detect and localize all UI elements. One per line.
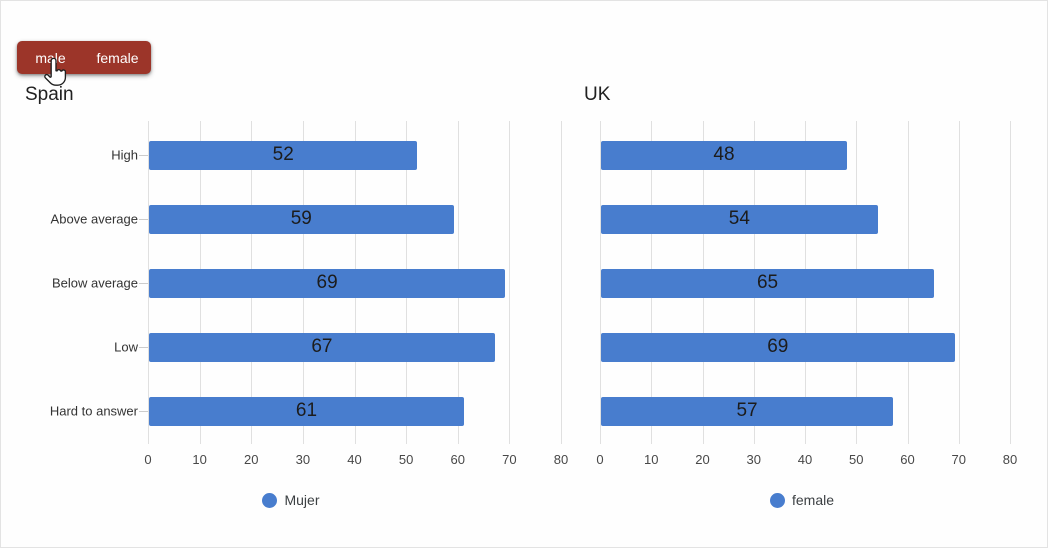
category-label-low: Low bbox=[114, 339, 138, 355]
bar-below-average[interactable]: 69 bbox=[149, 268, 506, 298]
x-tick-label: 40 bbox=[347, 452, 362, 467]
x-tick-label: 70 bbox=[502, 452, 517, 467]
x-tick-label: 10 bbox=[192, 452, 207, 467]
bar-value-label: 54 bbox=[728, 208, 750, 229]
bar-hard-to-answer[interactable]: 57 bbox=[601, 396, 894, 426]
category-label-above-average: Above average bbox=[50, 211, 138, 227]
legend-series-label: Mujer bbox=[284, 492, 320, 508]
category-axis-tick bbox=[139, 347, 148, 348]
legend-series-swatch bbox=[769, 492, 785, 508]
category-label-hard-to-answer: Hard to answer bbox=[49, 403, 138, 419]
gridline bbox=[1010, 121, 1011, 444]
bar-value-label: 69 bbox=[316, 272, 338, 293]
x-tick-label: 10 bbox=[644, 452, 659, 467]
x-tick-label: 80 bbox=[1002, 452, 1018, 467]
x-tick-label: 60 bbox=[900, 452, 915, 467]
bar-low[interactable]: 69 bbox=[601, 332, 955, 362]
bar-high[interactable]: 52 bbox=[149, 140, 418, 170]
x-tick-label: 20 bbox=[695, 452, 710, 467]
toggle-female-button[interactable]: female bbox=[96, 49, 139, 66]
x-tick-label: 60 bbox=[450, 452, 465, 467]
bar-hard-to-answer[interactable]: 61 bbox=[149, 396, 464, 426]
x-tick-label: 50 bbox=[398, 452, 414, 467]
bar-value-label: 61 bbox=[295, 400, 318, 421]
legend-series-label: female bbox=[791, 492, 835, 508]
chart-spain-legend: Mujer bbox=[6, 488, 576, 512]
x-tick-label: 30 bbox=[746, 452, 761, 467]
bar-value-label: 52 bbox=[272, 144, 294, 165]
x-tick-label: 80 bbox=[553, 452, 569, 467]
toggle-male-button[interactable]: male bbox=[35, 49, 66, 66]
gridline bbox=[958, 121, 960, 444]
bar-below-average[interactable]: 65 bbox=[601, 268, 935, 298]
category-axis-tick bbox=[139, 155, 148, 156]
chart-title-spain: Spain bbox=[25, 84, 74, 105]
x-tick-label: 0 bbox=[144, 452, 152, 467]
bar-value-label: 67 bbox=[311, 336, 333, 357]
x-tick-label: 20 bbox=[244, 452, 259, 467]
legend-series-swatch bbox=[262, 492, 278, 508]
gridline bbox=[509, 121, 511, 444]
gender-toggle: male female bbox=[17, 41, 151, 74]
bar-value-label: 57 bbox=[736, 400, 758, 421]
category-label-high: High bbox=[111, 147, 138, 163]
category-axis-tick bbox=[139, 219, 148, 220]
bar-value-label: 69 bbox=[767, 336, 789, 357]
bar-value-label: 48 bbox=[713, 144, 735, 165]
x-tick-label: 70 bbox=[951, 452, 966, 467]
chart-uk-legend: female bbox=[576, 488, 1028, 512]
x-tick-label: 0 bbox=[596, 452, 604, 467]
gridline bbox=[148, 121, 149, 444]
bar-value-label: 59 bbox=[290, 208, 312, 229]
category-axis-tick bbox=[139, 283, 148, 284]
x-tick-label: 30 bbox=[295, 452, 311, 467]
bar-high[interactable]: 48 bbox=[601, 140, 847, 170]
bar-low[interactable]: 67 bbox=[149, 332, 495, 362]
bar-above-average[interactable]: 54 bbox=[601, 204, 878, 234]
gridline bbox=[600, 121, 601, 444]
gridline bbox=[561, 121, 562, 444]
chart-spain: Spain Mujer 0 10 20 30 40 50 60 70 80 52 High 59 Abo… bbox=[6, 81, 576, 541]
chart-title-uk: UK bbox=[584, 84, 611, 105]
category-axis-tick bbox=[139, 411, 148, 412]
bar-above-average[interactable]: 59 bbox=[149, 204, 454, 234]
chart-uk: UK female 0 10 20 30 40 50 60 70 80 48 54 65 69 57 bbox=[576, 81, 1028, 541]
category-label-below-average: Below average bbox=[52, 275, 138, 291]
x-tick-label: 40 bbox=[797, 452, 813, 467]
bar-value-label: 65 bbox=[756, 272, 779, 293]
x-tick-label: 50 bbox=[849, 452, 864, 467]
